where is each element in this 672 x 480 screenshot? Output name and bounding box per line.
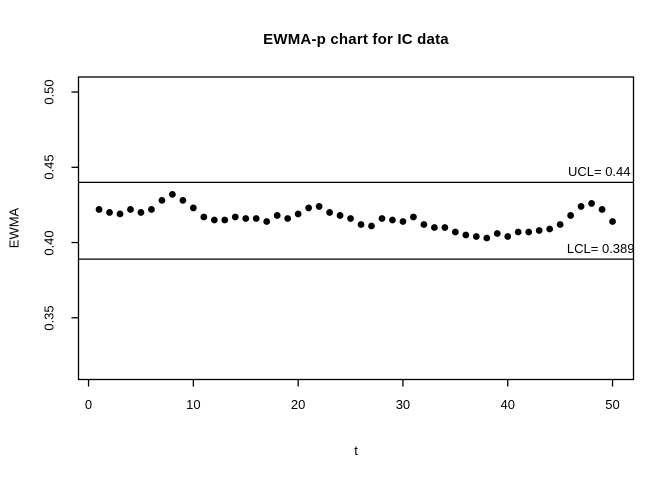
data-point bbox=[556, 221, 564, 228]
data-point bbox=[148, 206, 155, 213]
data-point bbox=[598, 206, 606, 213]
data-point bbox=[95, 206, 103, 213]
data-point bbox=[263, 218, 271, 225]
data-point bbox=[504, 233, 512, 240]
x-tick-label: 0 bbox=[84, 396, 93, 412]
data-point bbox=[231, 213, 239, 221]
x-axis-label: t bbox=[354, 443, 358, 458]
chart-title: EWMA-p chart for IC data bbox=[263, 31, 449, 48]
data-point bbox=[210, 216, 218, 224]
data-point bbox=[200, 213, 208, 221]
y-tick-label: 0.40 bbox=[41, 229, 57, 256]
data-point bbox=[336, 212, 344, 219]
data-point bbox=[305, 204, 313, 212]
x-tick-label: 20 bbox=[290, 396, 306, 412]
data-point bbox=[357, 221, 365, 228]
data-point bbox=[420, 221, 428, 228]
data-point bbox=[252, 215, 260, 222]
lcl-label: LCL= 0.389 bbox=[566, 241, 635, 257]
data-point bbox=[221, 216, 229, 224]
data-point bbox=[462, 231, 470, 239]
y-tick-label: 0.35 bbox=[41, 305, 57, 331]
data-point bbox=[546, 225, 554, 233]
data-point bbox=[472, 233, 480, 240]
x-tick-label: 30 bbox=[395, 396, 411, 412]
ucl-label: UCL= 0.44 bbox=[567, 164, 631, 180]
data-point bbox=[242, 215, 250, 222]
data-point bbox=[567, 212, 575, 219]
data-point bbox=[389, 216, 396, 224]
x-tick-label: 40 bbox=[500, 396, 515, 412]
data-point bbox=[284, 215, 292, 222]
data-point bbox=[189, 204, 197, 212]
data-point bbox=[430, 224, 438, 231]
data-point bbox=[609, 218, 616, 225]
x-tick-label: 50 bbox=[605, 396, 620, 412]
data-point bbox=[535, 227, 543, 234]
data-point bbox=[514, 228, 522, 236]
data-point bbox=[106, 209, 113, 216]
plot-border bbox=[77, 76, 635, 381]
data-point bbox=[347, 215, 354, 222]
data-point bbox=[493, 230, 501, 237]
data-point bbox=[368, 222, 375, 230]
data-point bbox=[137, 209, 145, 216]
data-point bbox=[326, 209, 333, 216]
data-point bbox=[294, 210, 302, 218]
data-point bbox=[577, 203, 585, 210]
x-tick-label: 10 bbox=[186, 396, 201, 412]
data-point bbox=[588, 200, 595, 207]
data-point bbox=[179, 197, 187, 204]
data-point bbox=[315, 203, 323, 210]
data-point bbox=[378, 215, 386, 222]
data-point bbox=[525, 228, 533, 236]
y-axis-label: EWMA bbox=[6, 207, 22, 249]
data-point bbox=[116, 210, 124, 218]
data-point bbox=[158, 197, 166, 204]
y-tick-label: 0.50 bbox=[41, 79, 57, 105]
data-point bbox=[273, 212, 281, 219]
data-point bbox=[127, 206, 134, 213]
data-point bbox=[168, 190, 176, 198]
y-tick-label: 0.45 bbox=[41, 154, 57, 180]
data-point bbox=[410, 213, 417, 221]
data-point bbox=[483, 234, 491, 242]
data-point bbox=[451, 228, 459, 236]
data-point bbox=[399, 218, 407, 225]
data-point bbox=[441, 224, 449, 231]
